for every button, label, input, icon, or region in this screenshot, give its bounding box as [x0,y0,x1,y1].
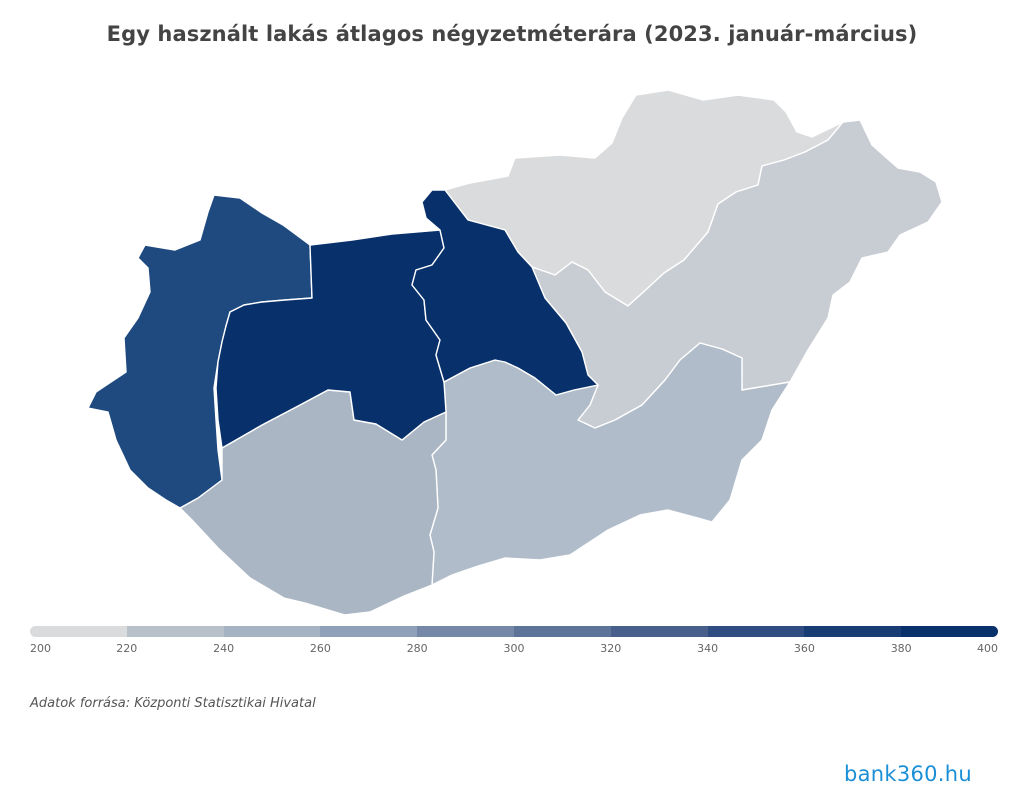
scale-tick-label: 260 [309,642,331,655]
scale-segment [610,626,708,637]
scale-segment [901,626,998,637]
scale-segment [707,626,805,637]
scale-segment [320,626,418,637]
scale-tick-label: 360 [793,642,815,655]
scale-segment [223,626,321,637]
color-scale-bar [30,626,998,637]
scale-segment [417,626,514,637]
data-source-note: Adatok forrása: Központi Statisztikai Hi… [30,696,316,711]
scale-tick-label: 240 [213,642,235,655]
region-central-hungary[interactable] [411,189,599,396]
bank360-logo[interactable]: bank360.hu [843,762,972,786]
scale-tick-label: 200 [30,642,51,655]
scale-tick-label: 300 [503,642,525,655]
scale-segment [126,626,224,637]
map-title: Egy használt lakás átlagos négyzetméterá… [106,22,918,46]
scale-tick-label: 320 [600,642,622,655]
scale-segment [30,626,127,637]
scale-tick-label: 220 [116,642,138,655]
scale-tick-label: 280 [406,642,428,655]
hungary-region-map [87,89,943,616]
scale-tick-label: 340 [697,642,719,655]
scale-tick-label: 400 [977,642,998,655]
scale-segment [513,626,611,637]
scale-tick-label: 380 [890,642,912,655]
scale-segment [804,626,902,637]
